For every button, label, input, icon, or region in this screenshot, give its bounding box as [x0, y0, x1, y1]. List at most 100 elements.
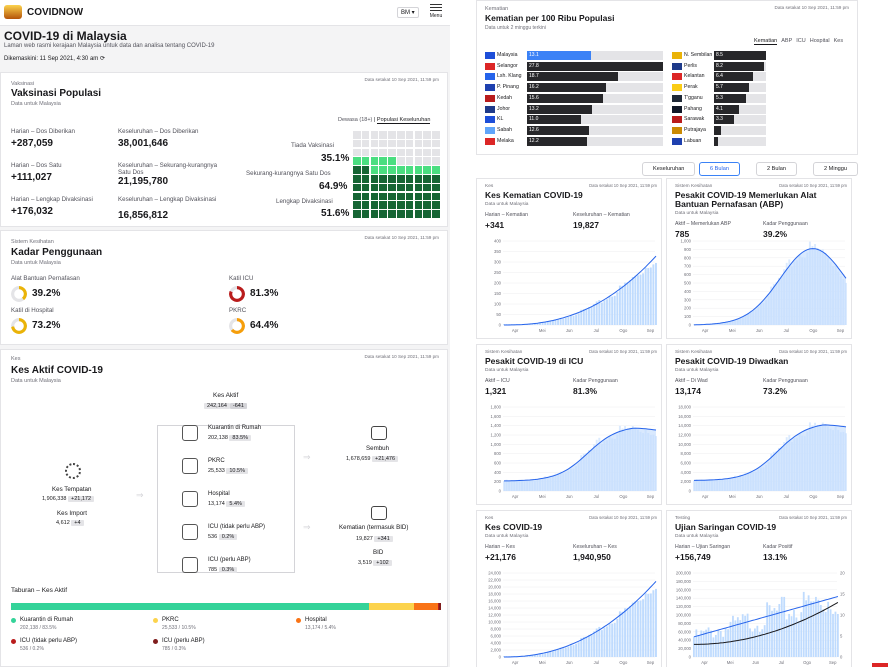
distribution-segment[interactable] — [11, 603, 370, 610]
waffle-cell — [414, 139, 423, 148]
chart-area — [504, 428, 656, 491]
state-row[interactable]: Malaysia 13.1 — [485, 51, 665, 60]
x-tick-label: Mei — [729, 494, 736, 499]
state-bar-track: 16.2 — [527, 83, 663, 93]
state-name: Pahang — [684, 105, 702, 112]
waffle-cell — [432, 148, 440, 157]
chart-bar — [756, 625, 759, 657]
local-cases-label: Kes Tempatan — [52, 486, 92, 493]
x-tick-label: Apr — [512, 328, 519, 333]
y-tick-label: 6,000 — [491, 634, 502, 639]
usage-donut — [11, 318, 27, 334]
case-type-label: ICU (tidak perlu ABP) — [208, 524, 266, 530]
utilisation-card: Sistem Kesihatan Kadar Penggunaan Data u… — [0, 230, 448, 345]
chart-bar — [631, 277, 634, 325]
state-bar-fill — [714, 83, 749, 93]
chart-bar — [793, 609, 795, 657]
y-tick-label: 700 — [684, 264, 692, 269]
flow-bracket — [157, 425, 295, 573]
state-value: 13.1 — [529, 52, 539, 58]
state-row[interactable]: Pahang 4.1 — [672, 104, 852, 114]
time-series-chart: 0 2,000 4,000 6,000 8,000 10,000 12,000 14,000 1… — [678, 405, 847, 499]
y-tick-label: 900 — [684, 247, 692, 252]
state-row[interactable]: Selangor 27.8 — [485, 61, 665, 71]
stat-value: 16,856,812 — [118, 210, 169, 221]
state-row[interactable]: KL 11.0 — [485, 115, 665, 125]
language-select[interactable]: BM ▾ — [397, 7, 419, 18]
chart-bar — [655, 588, 657, 657]
state-row[interactable]: T'gganu 5.3 — [672, 93, 852, 103]
period-tab[interactable]: 2 Minggu — [813, 162, 859, 176]
state-row[interactable]: Sarawak 3.3 — [672, 115, 852, 125]
toggle-total[interactable]: Populasi Keseluruhan — [376, 117, 431, 124]
stat-value: 73.2% — [763, 386, 788, 396]
chart-bar — [616, 292, 619, 325]
period-tab[interactable]: 6 Bulan — [699, 162, 740, 176]
y-tick-label: 16,000 — [488, 599, 501, 604]
period-tab[interactable]: Keseluruhan — [642, 162, 696, 176]
brand-name[interactable]: COVIDNOW — [27, 7, 84, 18]
import-cases-value: 4,612 — [56, 520, 70, 526]
distribution-segment[interactable] — [437, 603, 440, 610]
metric-tab[interactable]: Kes — [833, 38, 844, 44]
recovered: 1,678,659 +21,476 — [346, 456, 399, 462]
jata-logo[interactable] — [4, 5, 22, 19]
state-row[interactable]: Putrajaya — [672, 125, 852, 135]
metric-tab[interactable]: ABP — [781, 38, 793, 44]
state-row[interactable]: Lsh. Klang 18.7 — [485, 72, 665, 82]
metric-tab[interactable]: Hospital — [809, 38, 830, 44]
distribution-segment[interactable] — [439, 603, 441, 610]
card-subtitle: Data untuk Malaysia — [485, 534, 529, 539]
state-row[interactable]: Johor 13.2 — [485, 104, 665, 114]
state-row[interactable]: Melaka 12.2 — [485, 136, 665, 146]
x-tick-label: Apr — [512, 660, 519, 665]
import-cases-delta: +4 — [71, 520, 84, 526]
chart-bar — [629, 606, 632, 657]
waffle-cell — [405, 201, 414, 209]
menu-button[interactable]: Menu — [427, 4, 445, 19]
trend-line — [504, 581, 657, 658]
y-tick-label: 1,200 — [491, 433, 502, 438]
vaccination-card: Vaksinasi Vaksinasi Populasi Data untuk … — [0, 72, 448, 227]
toggle-adult[interactable]: Dewasa (18+) — [338, 117, 373, 123]
state-row[interactable]: Perlis 8.2 — [672, 61, 852, 71]
state-row[interactable]: Sabah 12.6 — [485, 125, 665, 135]
local-cases-delta: +21,172 — [68, 496, 95, 502]
chart-bar — [585, 636, 588, 657]
chart-bar — [536, 654, 539, 657]
chart-bar — [761, 629, 764, 657]
distribution-segment[interactable] — [414, 603, 438, 610]
metric-tab[interactable]: Kematian — [754, 38, 778, 45]
state-bar-fill — [714, 72, 754, 82]
state-name: Johor — [497, 105, 510, 112]
legend-detail: 25,533 / 10.5% — [162, 625, 196, 631]
card-category: Vaksinasi — [11, 81, 35, 87]
trend-line — [694, 424, 847, 481]
refresh-icon[interactable]: ⟳ — [99, 56, 105, 62]
chart-bar — [600, 302, 603, 325]
state-row[interactable]: Kelantan 6.4 — [672, 72, 852, 82]
state-bar-fill — [714, 61, 765, 71]
y-tick-label: 0 — [499, 489, 502, 494]
chart-bar — [744, 615, 747, 657]
chart-bar — [819, 604, 822, 657]
state-row[interactable]: P. Pinang 16.2 — [485, 83, 665, 93]
period-tab[interactable]: 2 Bulan — [756, 162, 797, 176]
positivity-line — [693, 601, 839, 645]
state-row[interactable]: N. Sembilan 8.5 — [672, 51, 852, 60]
state-row[interactable]: Kedah 15.6 — [485, 93, 665, 103]
distribution-segment[interactable] — [369, 603, 415, 610]
population-toggle[interactable]: Dewasa (18+) | Populasi Keseluruhan — [338, 117, 431, 124]
chart-bar — [531, 323, 534, 325]
waffle-cell — [423, 139, 431, 148]
state-bar-fill — [527, 61, 663, 71]
state-flag-icon — [485, 62, 495, 70]
state-row[interactable]: Perak 5.7 — [672, 83, 852, 93]
chart-bar — [693, 480, 695, 491]
chart-bar — [533, 654, 536, 657]
state-row[interactable]: Labuan — [672, 136, 852, 146]
waffle-cell — [370, 157, 379, 165]
metric-tab[interactable]: ICU — [796, 38, 806, 44]
card-category: Sistem Kesihatan — [675, 350, 713, 355]
chart-bar — [655, 262, 657, 325]
